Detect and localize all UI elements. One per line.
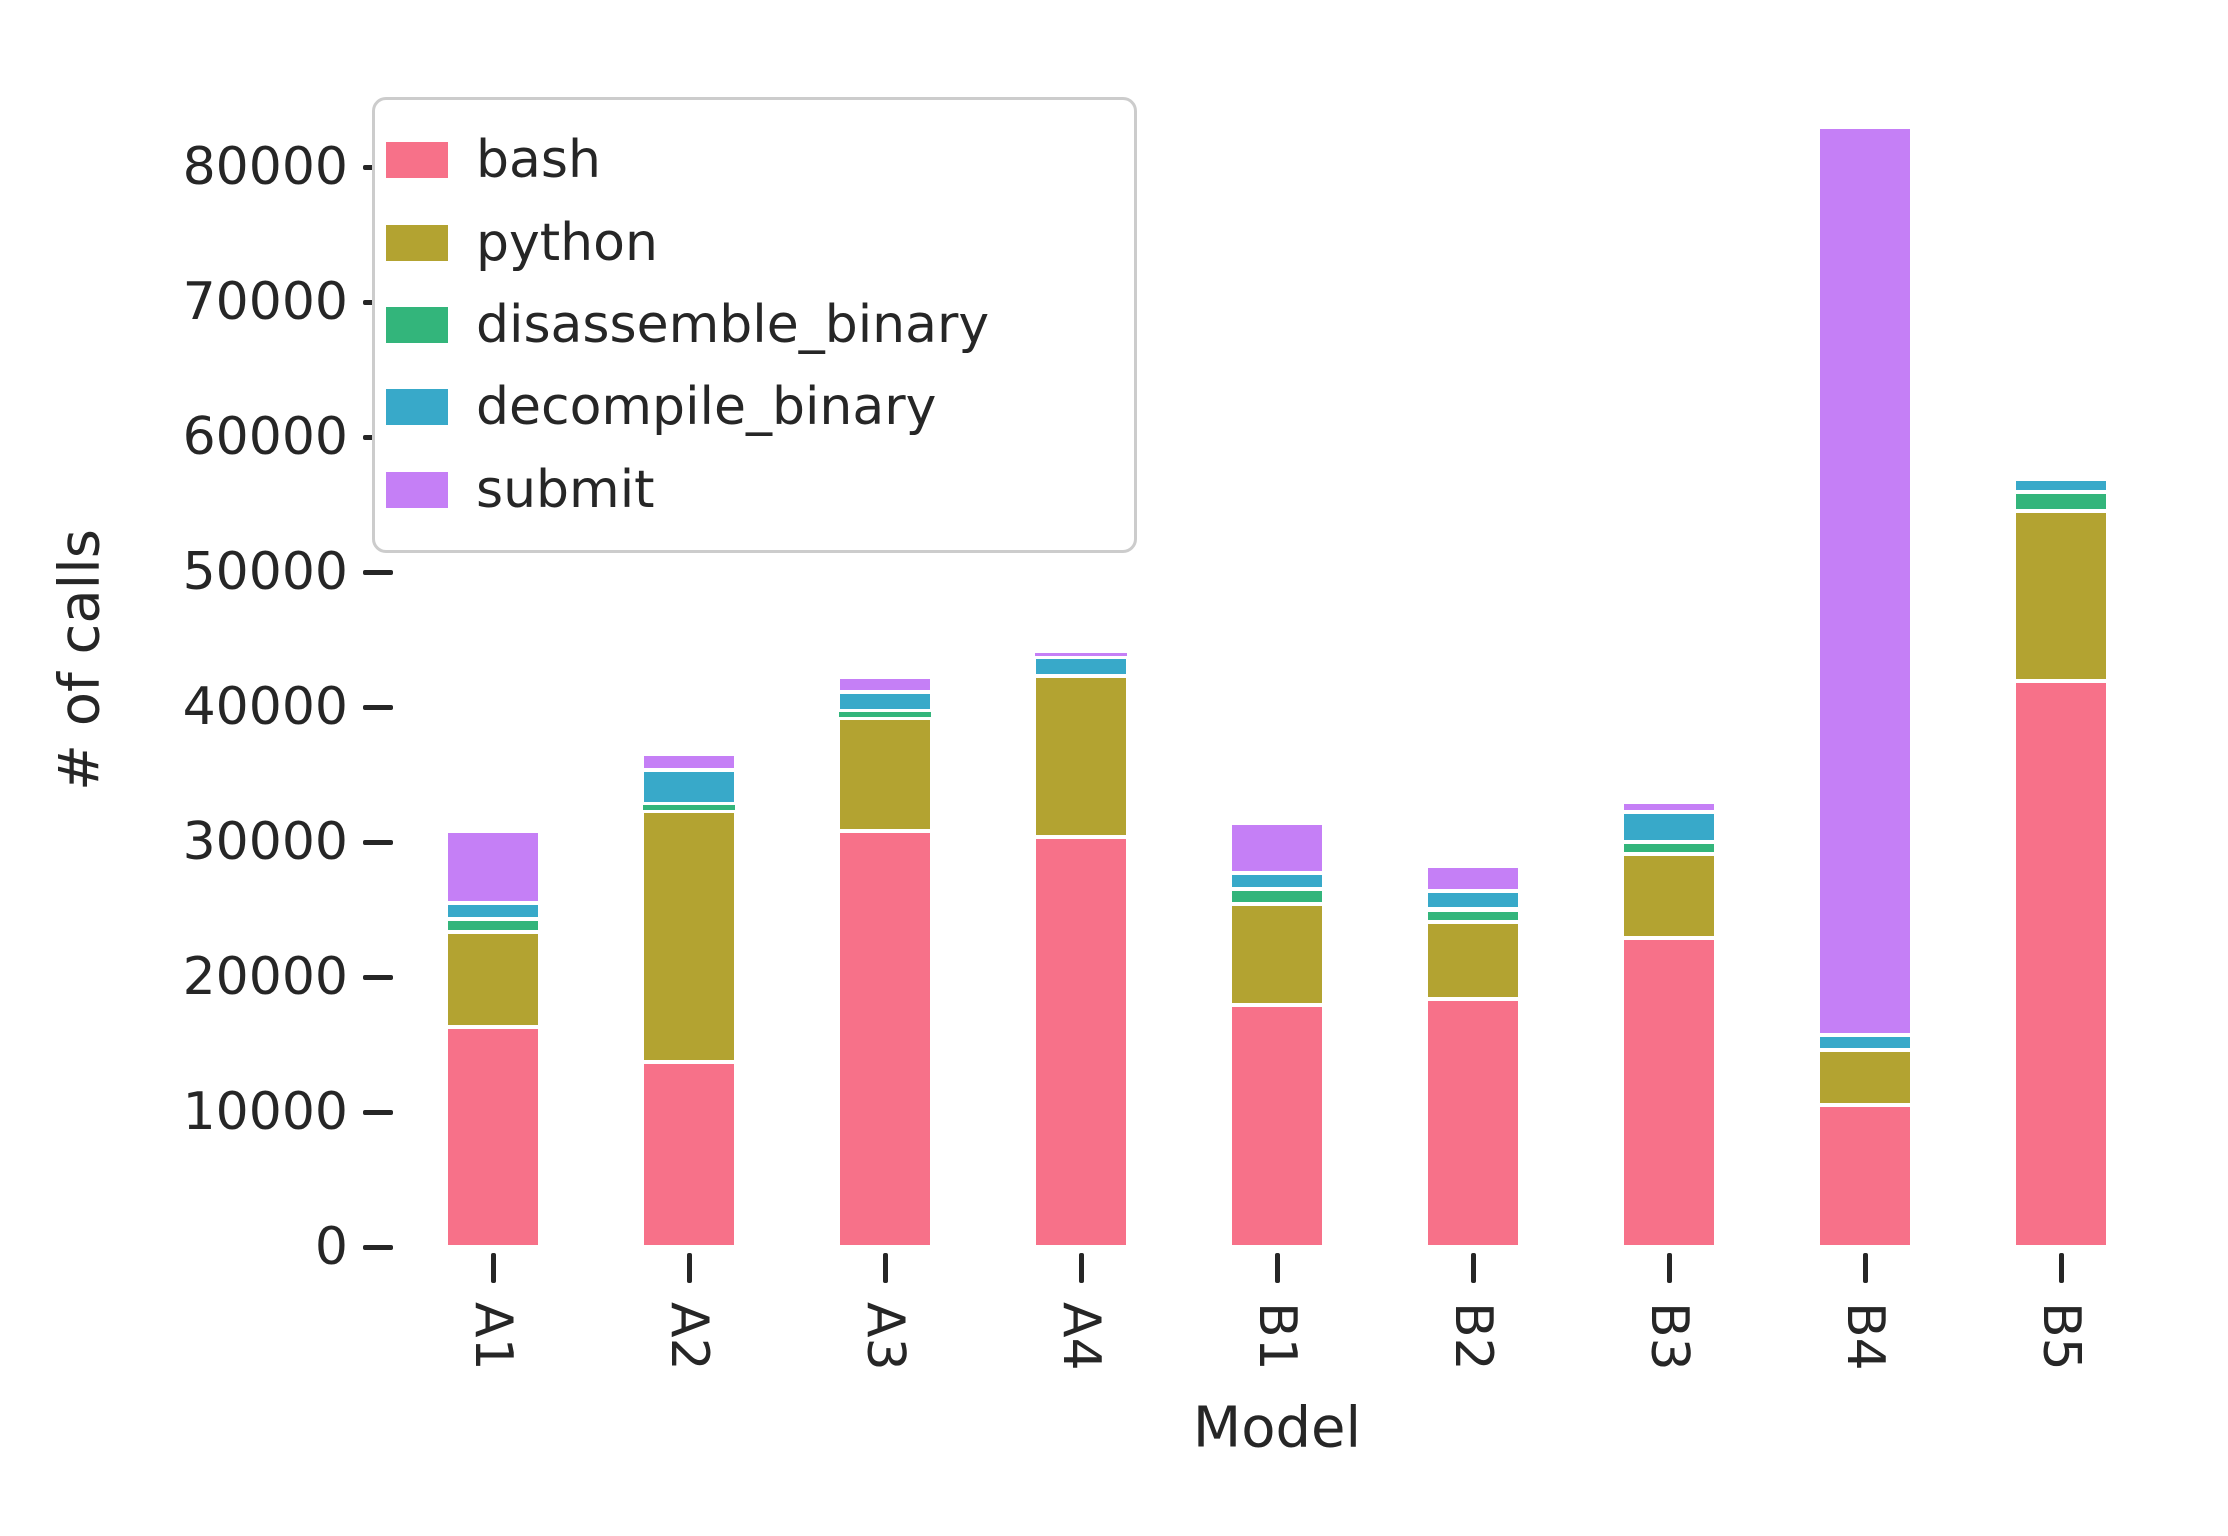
bar-segment-decompile_binary — [1426, 890, 1520, 910]
bar-segment-decompile_binary — [642, 770, 736, 805]
legend-swatch-submit — [386, 471, 448, 508]
bar-segment-python — [1034, 675, 1128, 837]
bar-segment-disassemble_binary — [1230, 889, 1324, 905]
bar-segment-submit — [446, 831, 540, 903]
y-axis-title: # of calls — [47, 529, 113, 791]
y-tick-label: 50000 — [182, 542, 348, 602]
y-tick-mark — [363, 704, 393, 710]
x-tick-mark — [2058, 1253, 2064, 1283]
legend-entry-submit: submit — [375, 454, 1134, 526]
bar-segment-bash — [642, 1062, 736, 1247]
y-tick-label: 20000 — [182, 947, 348, 1007]
bar-segment-decompile_binary — [838, 692, 932, 712]
bar-segment-disassemble_binary — [838, 711, 932, 718]
legend-label: disassemble_binary — [476, 294, 990, 355]
bar-segment-disassemble_binary — [1426, 909, 1520, 922]
bar-segment-disassemble_binary — [642, 804, 736, 811]
bar-segment-python — [1818, 1049, 1912, 1106]
x-tick-mark — [1470, 1253, 1476, 1283]
x-tick-label: B3 — [1639, 1302, 1699, 1371]
legend-entry-bash: bash — [375, 124, 1134, 196]
bar-segment-decompile_binary — [1230, 873, 1324, 890]
bar-segment-submit — [1818, 126, 1912, 1036]
x-tick-mark — [1666, 1253, 1672, 1283]
bar-segment-submit — [1034, 651, 1128, 658]
x-axis-title: Model — [1192, 1395, 1362, 1461]
legend-swatch-decompile_binary — [386, 389, 448, 426]
legend-label: submit — [476, 459, 655, 520]
bar-segment-python — [446, 932, 540, 1027]
x-tick-mark — [686, 1253, 692, 1283]
y-tick-label: 60000 — [182, 407, 348, 467]
bar-segment-disassemble_binary — [446, 918, 540, 933]
x-tick-mark — [1078, 1253, 1084, 1283]
bar-segment-decompile_binary — [1818, 1035, 1912, 1050]
bar-segment-bash — [838, 831, 932, 1247]
x-tick-mark — [882, 1253, 888, 1283]
y-tick-mark — [363, 1244, 393, 1250]
bar-segment-decompile_binary — [2014, 478, 2108, 493]
bar-segment-bash — [1034, 836, 1128, 1247]
x-tick-label: B1 — [1247, 1302, 1307, 1371]
bar-segment-python — [1230, 904, 1324, 1006]
bar-segment-disassemble_binary — [2014, 492, 2108, 512]
bar-segment-submit — [1230, 823, 1324, 874]
bar-segment-bash — [446, 1026, 540, 1247]
bar-segment-bash — [1426, 998, 1520, 1247]
x-tick-label: A2 — [659, 1302, 719, 1371]
y-tick-mark — [363, 839, 393, 845]
y-tick-label: 40000 — [182, 677, 348, 737]
legend-label: python — [476, 212, 658, 273]
x-tick-label: A3 — [855, 1302, 915, 1371]
bar-segment-bash — [1622, 937, 1716, 1247]
bar-segment-decompile_binary — [446, 902, 540, 919]
bar-segment-python — [642, 810, 736, 1063]
x-tick-label: B5 — [2031, 1302, 2091, 1371]
bar-segment-disassemble_binary — [1622, 842, 1716, 855]
bar-segment-decompile_binary — [1622, 812, 1716, 842]
legend-entry-decompile_binary: decompile_binary — [375, 371, 1134, 443]
x-tick-mark — [1274, 1253, 1280, 1283]
legend-swatch-disassemble_binary — [386, 306, 448, 343]
x-tick-label: B2 — [1443, 1302, 1503, 1371]
bar-segment-python — [1622, 854, 1716, 938]
y-tick-label: 80000 — [182, 137, 348, 197]
x-tick-mark — [490, 1253, 496, 1283]
bar-segment-submit — [1426, 866, 1520, 891]
bar-segment-python — [838, 717, 932, 832]
bar-segment-bash — [1230, 1005, 1324, 1247]
y-tick-mark — [363, 1109, 393, 1115]
y-tick-mark — [363, 569, 393, 575]
y-tick-label: 70000 — [182, 272, 348, 332]
y-tick-mark — [363, 974, 393, 980]
x-tick-mark — [1862, 1253, 1868, 1283]
bar-segment-python — [2014, 511, 2108, 682]
legend-label: bash — [476, 130, 601, 191]
legend: bash python disassemble_binary decompile_bi… — [372, 97, 1137, 553]
legend-entry-disassemble_binary: disassemble_binary — [375, 289, 1134, 361]
bar-segment-python — [1426, 921, 1520, 999]
bar-segment-bash — [2014, 681, 2108, 1247]
bar-segment-submit — [642, 754, 736, 771]
bar-segment-submit — [1622, 801, 1716, 813]
legend-entry-python: python — [375, 207, 1134, 279]
y-tick-label: 10000 — [182, 1082, 348, 1142]
bar-segment-submit — [838, 677, 932, 693]
legend-label: decompile_binary — [476, 377, 937, 438]
y-tick-label: 0 — [314, 1217, 348, 1277]
x-tick-label: B4 — [1835, 1302, 1895, 1371]
x-tick-label: A1 — [463, 1302, 523, 1371]
y-tick-label: 30000 — [182, 812, 348, 872]
bar-segment-bash — [1818, 1105, 1912, 1247]
bar-segment-decompile_binary — [1034, 657, 1128, 676]
legend-swatch-python — [386, 224, 448, 261]
legend-swatch-bash — [386, 142, 448, 179]
x-tick-label: A4 — [1051, 1302, 1111, 1371]
